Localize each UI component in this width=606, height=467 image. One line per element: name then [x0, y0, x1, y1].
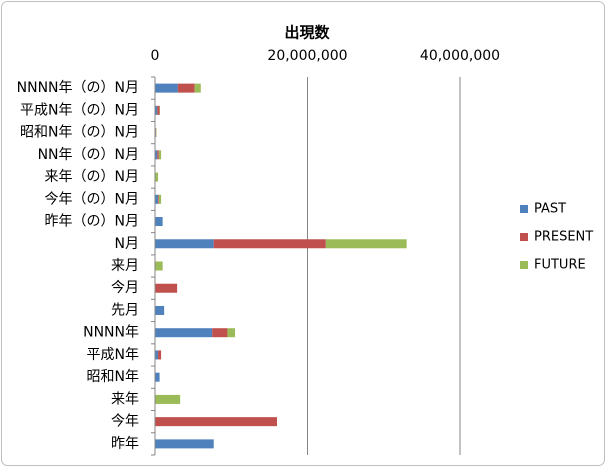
- bar-segment: [227, 328, 236, 338]
- bar-segment: [155, 105, 158, 115]
- bar-segment: [325, 239, 407, 249]
- x-tick-label: 20,000,000: [267, 48, 347, 64]
- bar-segment: [158, 150, 162, 160]
- y-tick-label: 昭和N年: [87, 369, 139, 385]
- bar-segment: [155, 328, 213, 338]
- bar-segment: [155, 217, 163, 227]
- y-tick-label: 昨年: [111, 436, 139, 452]
- y-tick-label: NNNN年: [83, 325, 139, 341]
- bar-segment: [155, 417, 277, 427]
- y-tick-label: 今月: [111, 280, 139, 296]
- y-tick-label: 来年（の）N月: [45, 169, 139, 185]
- y-tick-label: 昨年（の）N月: [45, 214, 139, 230]
- bar-segment: [155, 283, 178, 293]
- x-tick-label: 40,000,000: [420, 48, 500, 64]
- bar-segment: [158, 194, 159, 204]
- bar-segment: [155, 439, 214, 449]
- bar-segment: [194, 83, 201, 93]
- bar-segment: [157, 150, 159, 160]
- y-tick-label: 来年: [111, 391, 139, 407]
- x-tick-label: 0: [151, 48, 160, 64]
- bar-segment: [158, 350, 162, 360]
- bar-segment: [212, 328, 228, 338]
- y-tick-label: 平成N年（の）N月: [20, 102, 139, 118]
- legend-swatch: [520, 261, 528, 269]
- bar-segment: [155, 350, 159, 360]
- legend-label: PAST: [534, 202, 566, 217]
- y-tick-label: N月: [115, 236, 139, 252]
- bar-segment: [155, 150, 158, 160]
- bar-segment: [155, 83, 178, 93]
- bar-segment: [155, 172, 159, 182]
- bar-segment: [155, 305, 165, 315]
- y-tick-label: 昭和N年（の）N月: [20, 125, 139, 141]
- legend-label: PRESENT: [534, 230, 593, 245]
- bar-segment: [213, 239, 326, 249]
- bar-segment: [155, 394, 181, 404]
- bar-segment: [157, 105, 160, 115]
- y-tick-label: 平成N年: [87, 347, 139, 363]
- bar-segment: [155, 261, 163, 271]
- y-tick-label: NN年（の）N月: [38, 147, 139, 163]
- bar-segment: [155, 239, 214, 249]
- bar-segment: [155, 194, 159, 204]
- y-tick-label: 先月: [111, 302, 139, 318]
- bar-segment: [155, 372, 160, 382]
- legend-label: FUTURE: [534, 258, 586, 273]
- y-tick-label: 今年（の）N月: [45, 191, 139, 207]
- y-tick-label: NNNN年（の）N月: [17, 80, 139, 96]
- legend-swatch: [520, 233, 528, 241]
- bar-segment: [177, 83, 195, 93]
- y-tick-label: 来月: [111, 258, 139, 274]
- bar-segment: [158, 194, 162, 204]
- axis-title: 出現数: [284, 24, 330, 42]
- y-tick-label: 今年: [111, 414, 139, 430]
- legend-swatch: [520, 205, 528, 213]
